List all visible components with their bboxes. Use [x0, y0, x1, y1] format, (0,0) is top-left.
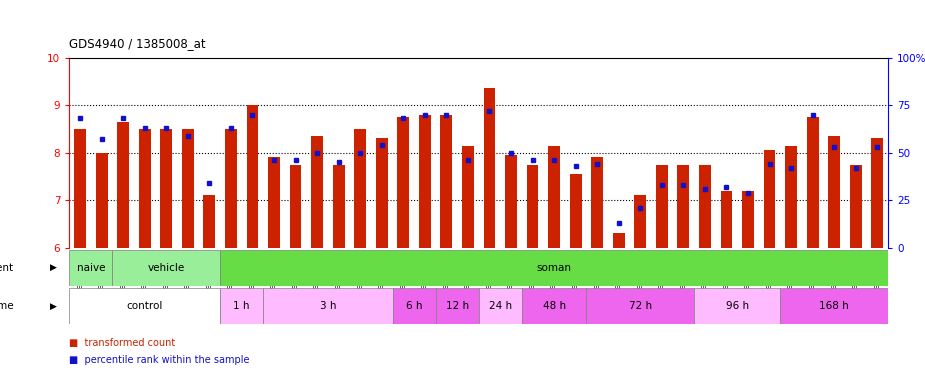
Bar — [694, 288, 781, 324]
Bar — [419, 115, 431, 248]
Bar — [505, 155, 517, 248]
Bar — [570, 174, 582, 248]
Bar — [721, 191, 733, 248]
Text: 24 h: 24 h — [488, 301, 512, 311]
Text: 3 h: 3 h — [320, 301, 336, 311]
Bar — [182, 129, 193, 248]
Text: ▶: ▶ — [50, 263, 57, 272]
Text: ▶: ▶ — [50, 302, 57, 311]
Bar — [479, 288, 522, 324]
Bar — [828, 136, 840, 248]
Bar — [220, 288, 264, 324]
Bar — [220, 250, 888, 286]
Bar — [376, 138, 388, 248]
Bar — [139, 129, 151, 248]
Bar — [264, 288, 392, 324]
Bar — [781, 288, 888, 324]
Bar — [96, 153, 107, 248]
Text: 6 h: 6 h — [406, 301, 423, 311]
Bar — [160, 129, 172, 248]
Bar — [436, 288, 479, 324]
Bar — [549, 146, 560, 248]
Bar — [440, 115, 452, 248]
Bar — [850, 164, 861, 248]
Text: 1 h: 1 h — [233, 301, 250, 311]
Bar — [526, 164, 538, 248]
Bar — [871, 138, 883, 248]
Text: naive: naive — [77, 263, 105, 273]
Text: control: control — [127, 301, 163, 311]
Text: 72 h: 72 h — [629, 301, 652, 311]
Text: ■  percentile rank within the sample: ■ percentile rank within the sample — [69, 355, 250, 365]
Bar — [392, 288, 436, 324]
Text: 48 h: 48 h — [543, 301, 566, 311]
Bar — [333, 164, 345, 248]
Bar — [677, 164, 689, 248]
Text: agent: agent — [0, 263, 14, 273]
Text: 168 h: 168 h — [820, 301, 849, 311]
Bar — [354, 129, 366, 248]
Text: time: time — [0, 301, 14, 311]
Bar — [591, 157, 603, 248]
Bar — [268, 157, 280, 248]
Bar — [311, 136, 323, 248]
Text: vehicle: vehicle — [148, 263, 185, 273]
Bar — [113, 250, 220, 286]
Text: GDS4940 / 1385008_at: GDS4940 / 1385008_at — [69, 37, 206, 50]
Bar — [742, 191, 754, 248]
Bar — [69, 288, 220, 324]
Bar — [117, 122, 130, 248]
Text: 96 h: 96 h — [725, 301, 748, 311]
Bar — [764, 150, 775, 248]
Bar — [484, 88, 496, 248]
Bar — [785, 146, 797, 248]
Bar — [635, 195, 647, 248]
Text: soman: soman — [536, 263, 572, 273]
Bar — [656, 164, 668, 248]
Bar — [699, 164, 710, 248]
Bar — [74, 129, 86, 248]
Bar — [586, 288, 694, 324]
Bar — [204, 195, 216, 248]
Bar — [462, 146, 474, 248]
Bar — [247, 105, 258, 248]
Bar — [225, 129, 237, 248]
Text: 12 h: 12 h — [446, 301, 469, 311]
Bar — [807, 117, 819, 248]
Bar — [612, 233, 624, 248]
Bar — [398, 117, 409, 248]
Text: ■  transformed count: ■ transformed count — [69, 338, 176, 348]
Bar — [290, 164, 302, 248]
Bar — [522, 288, 586, 324]
Bar — [69, 250, 113, 286]
